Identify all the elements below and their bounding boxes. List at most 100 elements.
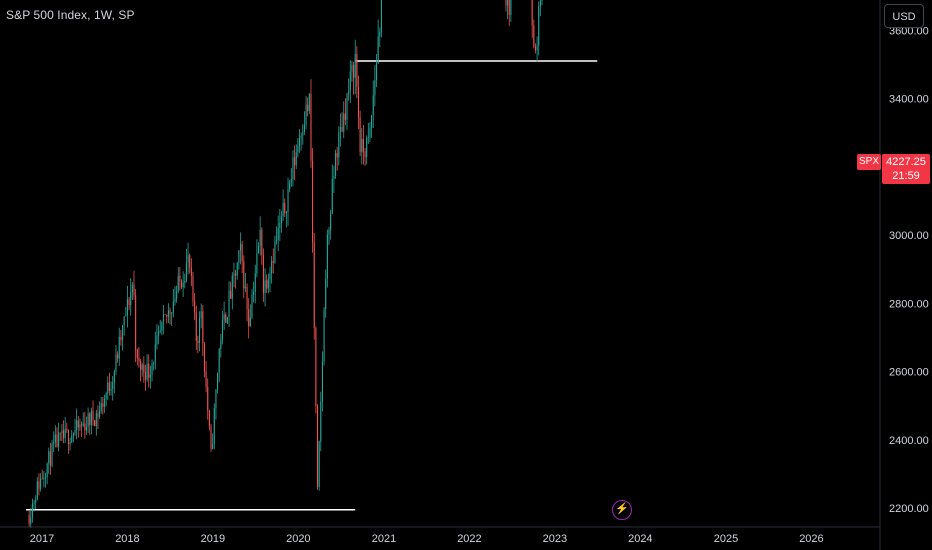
candle-body: [318, 441, 320, 487]
candle-body: [284, 202, 286, 214]
candle-body: [264, 280, 266, 293]
candle-body: [85, 426, 88, 431]
candle-body: [325, 278, 327, 310]
candle-body: [246, 286, 248, 310]
candle-body: [128, 299, 130, 306]
candle-body: [254, 273, 256, 293]
candle-body: [187, 255, 189, 263]
candle-body: [238, 250, 240, 263]
candle-body: [164, 314, 166, 316]
candle-body: [140, 361, 142, 370]
candle-body: [344, 113, 346, 120]
candle-body: [33, 502, 35, 504]
candle-body: [295, 152, 297, 166]
bar-countdown: 21:59: [892, 170, 920, 182]
candle-body: [533, 25, 535, 47]
candle-body: [213, 407, 215, 444]
candle-body: [28, 514, 30, 524]
candle-body: [159, 330, 161, 332]
candle-body: [292, 157, 294, 180]
candle-body: [212, 443, 214, 449]
candle-body: [351, 64, 353, 72]
candle-body: [125, 315, 127, 317]
current-price-badge: 4227.25 21:59: [882, 154, 930, 184]
candle-body: [267, 279, 269, 289]
candle-body: [367, 137, 369, 139]
candle-body: [336, 152, 338, 158]
price-tick: 2600.00: [889, 367, 929, 379]
candle-body: [53, 442, 55, 444]
candle-body: [261, 229, 263, 256]
candle-body: [144, 372, 147, 380]
candle-body: [41, 478, 43, 480]
candle-body: [348, 91, 350, 94]
candle-body: [61, 430, 63, 433]
candle-body: [285, 211, 287, 214]
time-tick: 2020: [286, 533, 310, 545]
candle-body: [507, 0, 509, 6]
candle-body: [131, 284, 133, 293]
symbol-badge: SPX: [857, 154, 881, 170]
candle-body: [48, 451, 50, 464]
candle-body: [249, 317, 251, 326]
candle-body: [113, 371, 115, 383]
candle-body: [161, 321, 163, 331]
candle-body: [330, 214, 332, 230]
candle-body: [158, 331, 160, 336]
candle-body: [262, 255, 264, 293]
candle-body: [64, 428, 66, 439]
candle-body: [334, 152, 337, 176]
candle-body: [126, 299, 128, 316]
candle-body: [203, 343, 206, 372]
candle-body: [221, 319, 224, 340]
candle-body: [379, 31, 381, 37]
candle-body: [276, 239, 278, 242]
candle-body: [287, 189, 289, 212]
candle-body: [277, 228, 279, 240]
candle-body: [56, 434, 58, 448]
candle-body: [167, 310, 169, 317]
candle-body: [141, 364, 143, 370]
candle-body: [361, 138, 363, 153]
candle-body: [223, 314, 225, 320]
candle-body: [130, 292, 132, 306]
candle-body: [307, 104, 309, 111]
candle-body: [505, 0, 507, 6]
candle-body: [303, 124, 305, 132]
price-tick: 2800.00: [889, 298, 929, 310]
candle-body: [38, 481, 40, 489]
candle-body: [197, 340, 199, 343]
candle-body: [274, 241, 276, 263]
candle-body: [156, 335, 158, 345]
chart-title: S&P 500 Index, 1W, SP: [6, 8, 135, 22]
candle-body: [62, 430, 65, 439]
candle-body: [138, 357, 140, 362]
candle-body: [151, 363, 153, 375]
candle-body: [339, 126, 342, 132]
lightning-icon[interactable]: ⚡: [612, 500, 632, 520]
time-axis[interactable]: 2017 2018 2019 2020 2021 2022 2023 2024 2025 2026: [30, 533, 824, 545]
candle-body: [282, 202, 284, 217]
candle-body: [313, 242, 315, 329]
time-tick: 2024: [628, 533, 652, 545]
candle-body: [239, 243, 242, 251]
candle-body: [67, 430, 70, 445]
time-tick: 2025: [714, 533, 738, 545]
currency-button[interactable]: USD: [884, 4, 924, 28]
candle-body: [105, 393, 107, 399]
price-tick: 3400.00: [889, 94, 929, 106]
candle-body: [226, 317, 228, 323]
candle-body: [354, 53, 356, 78]
candle-body: [143, 364, 145, 373]
candle-body: [366, 137, 368, 157]
candle-body: [510, 0, 512, 15]
candle-body: [315, 328, 317, 407]
candle-body: [356, 53, 358, 87]
candle-body: [208, 410, 210, 427]
candle-body: [372, 95, 374, 116]
candle-body: [174, 298, 176, 302]
candle-body: [353, 64, 355, 78]
candle-body: [205, 371, 207, 387]
